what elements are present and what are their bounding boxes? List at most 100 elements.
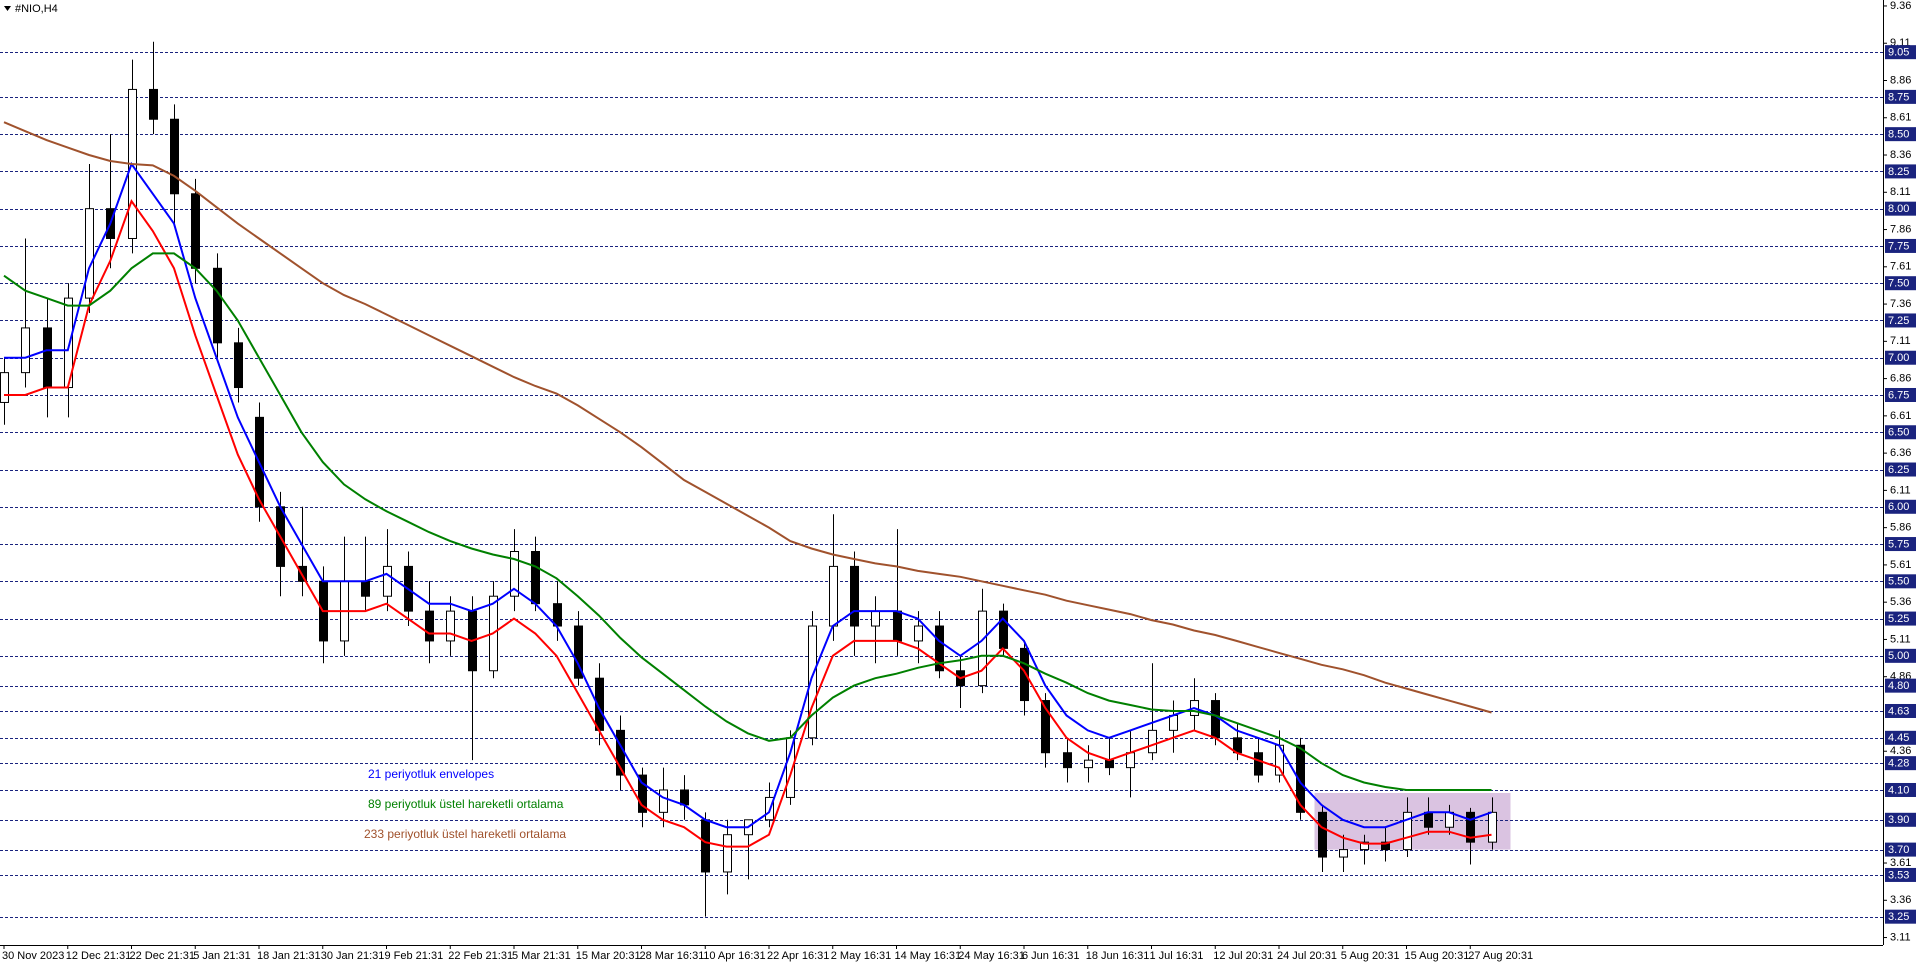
x-tick-label: 6 Jun 16:31: [1022, 950, 1080, 962]
candle-body: [1296, 744, 1305, 813]
candle-body: [43, 327, 52, 389]
level-label: 3.90: [1888, 814, 1909, 826]
x-tick-label: 15 Aug 20:31: [1405, 950, 1470, 962]
level-label: 4.45: [1888, 732, 1909, 744]
level-label-box: [1885, 909, 1916, 924]
y-tick-label: 8.11: [1890, 186, 1911, 198]
level-label-box: [1885, 127, 1916, 142]
x-tick-label: 15 Mar 20:31: [576, 950, 641, 962]
candle-body: [446, 610, 455, 642]
x-tick-label: 9 Feb 21:31: [385, 950, 444, 962]
candle-body: [234, 342, 243, 389]
candle-body: [935, 625, 944, 672]
candle-body: [999, 610, 1008, 649]
y-tick-label: 8.61: [1890, 112, 1911, 124]
y-tick-label: 7.86: [1890, 223, 1911, 235]
x-tick-label: 1 Jul 16:31: [1150, 950, 1204, 962]
candle-body: [723, 834, 732, 873]
y-tick-label: 3.11: [1890, 931, 1911, 943]
candle-body: [1126, 752, 1135, 769]
candle-body: [1063, 752, 1072, 769]
legend-entry: 21 periyotluk envelopes: [368, 767, 494, 781]
y-tick-label: 4.36: [1890, 745, 1911, 757]
level-label-box: [1885, 648, 1916, 663]
level-label-box: [1885, 89, 1916, 104]
candle-body: [808, 625, 817, 739]
level-label: 8.50: [1888, 129, 1909, 141]
level-label-box: [1885, 730, 1916, 745]
level-label: 8.25: [1888, 166, 1909, 178]
series-line: [4, 199, 1492, 848]
level-label-box: [1885, 756, 1916, 771]
y-tick-label: 9.36: [1890, 0, 1911, 12]
level-label-box: [1885, 276, 1916, 291]
y-tick-label: 5.36: [1890, 596, 1911, 608]
level-label-box: [1885, 425, 1916, 440]
level-label-box: [1885, 164, 1916, 179]
candle-body: [531, 550, 540, 605]
level-label: 3.25: [1888, 911, 1909, 923]
candle-body: [191, 193, 200, 269]
level-label-box: [1885, 201, 1916, 216]
level-label: 7.00: [1888, 352, 1909, 364]
legend-entry: 233 periyotluk üstel hareketli ortalama: [364, 827, 566, 841]
menu-arrow[interactable]: [4, 6, 11, 11]
legend-entry: 89 periyotluk üstel hareketli ortalama: [368, 797, 564, 811]
level-label: 4.28: [1888, 758, 1909, 770]
level-label: 5.25: [1888, 613, 1909, 625]
y-tick-label: 7.61: [1890, 261, 1911, 273]
candle-body: [638, 774, 647, 813]
candle-body: [1020, 647, 1029, 702]
y-tick-label: 5.61: [1890, 559, 1911, 571]
candle-body: [914, 625, 923, 642]
level-label-box: [1885, 350, 1916, 365]
candle-body: [1339, 849, 1348, 858]
y-tick-label: 3.36: [1890, 894, 1911, 906]
series-line: [3, 252, 1492, 791]
x-tick-label: 22 Feb 21:31: [448, 950, 513, 962]
candle-body: [1488, 811, 1497, 843]
candle-body: [1318, 811, 1327, 858]
level-label: 4.63: [1888, 705, 1909, 717]
level-label-box: [1885, 782, 1916, 797]
x-tick-label: 18 Jun 16:31: [1086, 950, 1150, 962]
y-tick-label: 6.36: [1890, 447, 1911, 459]
series-line: [3, 121, 1492, 714]
x-tick-label: 5 Aug 20:31: [1341, 950, 1400, 962]
level-label: 5.00: [1888, 650, 1909, 662]
y-tick-label: 5.86: [1890, 522, 1911, 534]
level-label: 7.25: [1888, 315, 1909, 327]
y-tick-label: 5.11: [1890, 633, 1911, 645]
level-label: 8.00: [1888, 203, 1909, 215]
level-label: 4.80: [1888, 680, 1909, 692]
level-label: 3.53: [1888, 869, 1909, 881]
x-tick-label: 12 Jul 20:31: [1213, 950, 1273, 962]
level-label: 5.50: [1888, 576, 1909, 588]
x-tick-label: 30 Jan 21:31: [321, 950, 385, 962]
candle-body: [1445, 811, 1454, 828]
y-tick-label: 6.61: [1890, 410, 1911, 422]
level-label-box: [1885, 611, 1916, 626]
level-label: 3.70: [1888, 844, 1909, 856]
candle-body: [1041, 700, 1050, 754]
level-label: 6.50: [1888, 427, 1909, 439]
candle-body: [510, 550, 519, 597]
candle-body: [1169, 714, 1178, 731]
level-label-box: [1885, 499, 1916, 514]
level-label: 7.50: [1888, 278, 1909, 290]
x-tick-label: 5 Jan 21:31: [193, 950, 251, 962]
level-label-box: [1885, 387, 1916, 402]
candle-body: [1424, 811, 1433, 828]
candle-body: [574, 625, 583, 679]
candle-body: [1381, 841, 1390, 851]
x-tick-label: 18 Jan 21:31: [257, 950, 321, 962]
level-label: 8.75: [1888, 91, 1909, 103]
level-label: 6.75: [1888, 389, 1909, 401]
candle-body: [1105, 759, 1114, 769]
level-label: 6.25: [1888, 464, 1909, 476]
candle-body: [1254, 752, 1263, 776]
level-label-box: [1885, 462, 1916, 477]
candle-body: [213, 267, 222, 344]
